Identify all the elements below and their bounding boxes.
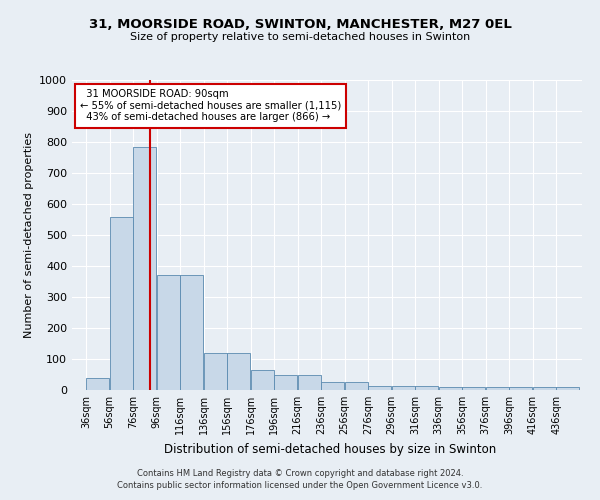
Bar <box>133 146 157 390</box>
Bar <box>392 386 415 390</box>
Bar <box>298 376 321 390</box>
Text: Distribution of semi-detached houses by size in Swinton: Distribution of semi-detached houses by … <box>164 442 496 456</box>
Text: Size of property relative to semi-detached houses in Swinton: Size of property relative to semi-detach… <box>130 32 470 42</box>
Bar <box>439 387 462 390</box>
Bar <box>345 382 368 390</box>
Bar <box>181 276 203 390</box>
Text: Contains public sector information licensed under the Open Government Licence v3: Contains public sector information licen… <box>118 481 482 490</box>
Bar <box>322 382 344 390</box>
Bar <box>509 387 532 390</box>
Bar <box>486 387 509 390</box>
Bar <box>204 354 227 390</box>
Text: 31 MOORSIDE ROAD: 90sqm
← 55% of semi-detached houses are smaller (1,115)
  43% : 31 MOORSIDE ROAD: 90sqm ← 55% of semi-de… <box>80 90 341 122</box>
Bar <box>251 370 274 390</box>
Text: Contains HM Land Registry data © Crown copyright and database right 2024.: Contains HM Land Registry data © Crown c… <box>137 468 463 477</box>
Bar <box>556 387 580 390</box>
Bar <box>157 276 180 390</box>
Bar <box>463 387 485 390</box>
Bar <box>110 218 133 390</box>
Bar <box>227 354 250 390</box>
Bar <box>368 386 391 390</box>
Bar <box>415 386 439 390</box>
Text: 31, MOORSIDE ROAD, SWINTON, MANCHESTER, M27 0EL: 31, MOORSIDE ROAD, SWINTON, MANCHESTER, … <box>89 18 511 30</box>
Bar <box>533 387 556 390</box>
Bar <box>274 376 298 390</box>
Bar <box>86 378 109 390</box>
Y-axis label: Number of semi-detached properties: Number of semi-detached properties <box>23 132 34 338</box>
